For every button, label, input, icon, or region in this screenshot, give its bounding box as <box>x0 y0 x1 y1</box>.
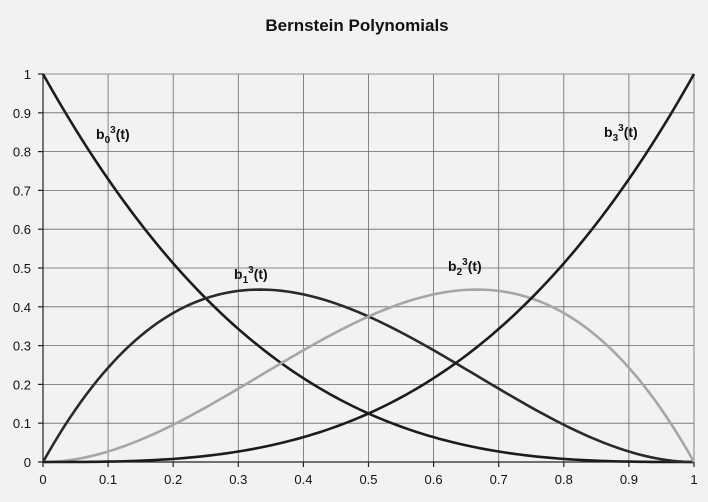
curve-label-b0: b03(t) <box>96 125 130 146</box>
x-tick-label: 0.7 <box>490 472 508 487</box>
x-tick-label: 0.4 <box>294 472 312 487</box>
y-tick-label: 0.6 <box>13 222 31 237</box>
y-tick-label: 0.7 <box>13 183 31 198</box>
y-tick-label: 1 <box>24 67 31 82</box>
x-tick-label: 0.2 <box>164 472 182 487</box>
series-lines <box>41 73 696 464</box>
y-tick-label: 0 <box>24 455 31 470</box>
grid <box>42 73 695 463</box>
axes <box>38 73 695 467</box>
x-tick-label: 1 <box>690 472 697 487</box>
y-tick-label: 0.2 <box>13 377 31 392</box>
y-tick-label: 0.5 <box>13 261 31 276</box>
x-tick-label: 0.8 <box>555 472 573 487</box>
x-tick-label: 0.3 <box>229 472 247 487</box>
x-tick-label: 0.9 <box>620 472 638 487</box>
x-tick-label: 0.1 <box>99 472 117 487</box>
y-tick-label: 0.4 <box>13 300 31 315</box>
y-tick-label: 0.1 <box>13 416 31 431</box>
curve-label-b3: b33(t) <box>604 123 638 144</box>
x-tick-label: 0.6 <box>425 472 443 487</box>
tick-labels: 0 0.1 0.2 0.3 0.4 0.5 0.6 0.7 0.8 0.9 1 0 0.1 0.2 0.3 0… <box>13 67 698 487</box>
chart-title: Bernstein Polynomials <box>265 16 448 35</box>
y-tick-label: 0.3 <box>13 339 31 354</box>
curve-label-b2: b23(t) <box>448 257 482 278</box>
y-tick-label: 0.9 <box>13 106 31 121</box>
curve-label-b1: b13(t) <box>234 265 268 286</box>
curve-labels: b03(t) b13(t) b23(t) b33(t) <box>96 123 638 286</box>
x-tick-label: 0.5 <box>359 472 377 487</box>
y-tick-label: 0.8 <box>13 145 31 160</box>
x-tick-label: 0 <box>39 472 46 487</box>
